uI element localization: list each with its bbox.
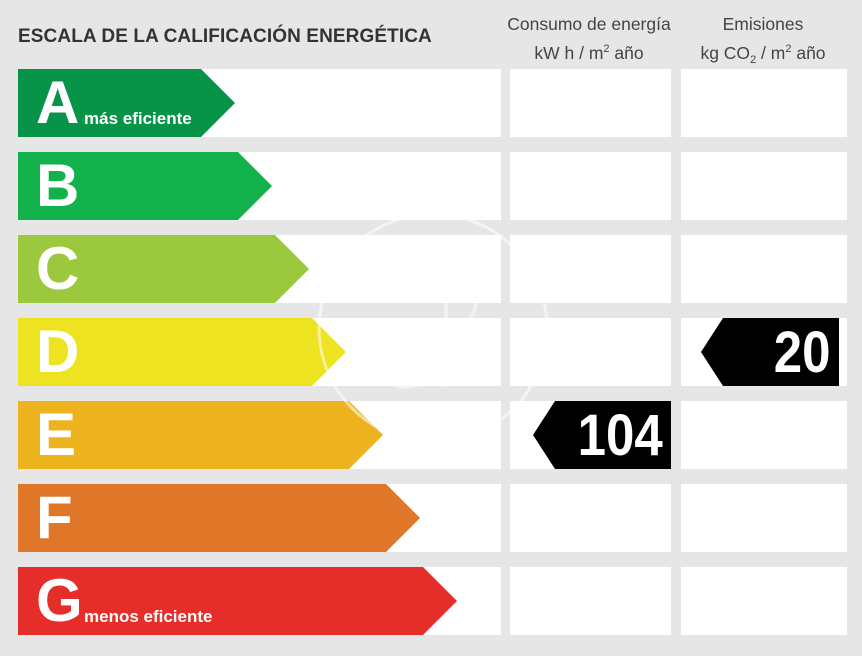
emisiones-header-line2: kg CO2 / m2 año — [700, 43, 826, 66]
consumo-cell — [510, 235, 671, 303]
rating-letter: B — [36, 152, 80, 219]
rating-row-f: F — [18, 484, 847, 552]
rating-letter: D — [36, 318, 80, 385]
consumo-cell — [510, 318, 671, 386]
rating-arrow-f: F — [18, 484, 420, 552]
rating-row-b: B — [18, 152, 847, 220]
consumo-badge: 104 — [533, 401, 671, 469]
emisiones-cell — [681, 152, 847, 220]
consumo-cell — [510, 152, 671, 220]
emisiones-header: Emisiones kg CO2 / m2 año — [680, 12, 846, 73]
consumo-header-line2: kW h / m2 año — [534, 43, 644, 63]
rating-letter: G — [36, 567, 83, 634]
consumo-badge-value: 104 — [577, 403, 663, 468]
consumo-cell — [510, 69, 671, 137]
rating-row-d: D 20 — [18, 318, 847, 386]
rating-sublabel: menos eficiente — [84, 607, 213, 626]
rating-letter: A — [36, 69, 80, 136]
rating-letter: F — [36, 484, 73, 551]
rating-row-e: E 104 — [18, 401, 847, 469]
rating-letter: C — [36, 235, 80, 302]
emisiones-header-line1: Emisiones — [722, 14, 804, 34]
emisiones-cell — [681, 401, 847, 469]
rating-arrow-c: C — [18, 235, 309, 303]
emisiones-cell — [681, 484, 847, 552]
scale-title: ESCALA DE LA CALIFICACIÓN ENERGÉTICA — [18, 26, 432, 47]
emisiones-cell — [681, 235, 847, 303]
emisiones-cell — [681, 567, 847, 635]
consumo-header-line1: Consumo de energía — [507, 14, 671, 34]
consumo-header: Consumo de energía kW h / m2 año — [500, 12, 678, 66]
consumo-cell — [510, 484, 671, 552]
emisiones-cell — [681, 69, 847, 137]
rating-arrow-d: D — [18, 318, 346, 386]
rating-sublabel: más eficiente — [84, 109, 192, 128]
rating-arrow-b: B — [18, 152, 272, 220]
rating-letter: E — [36, 401, 77, 468]
emisiones-badge: 20 — [701, 318, 839, 386]
emisiones-badge-value: 20 — [774, 320, 831, 385]
consumo-cell — [510, 567, 671, 635]
rating-row-c: C — [18, 235, 847, 303]
rating-arrow-e: E — [18, 401, 383, 469]
